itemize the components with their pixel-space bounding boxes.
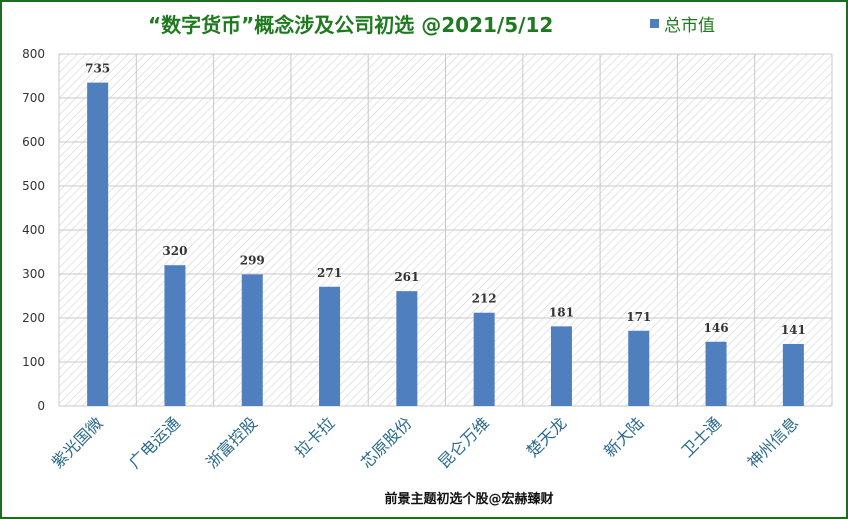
x-axis: 紫光国微 广电运通 浙富控股 拉卡拉 芯原股份 昆仑万维 楚天龙 新大陆 卫士通 神州信息	[48, 413, 802, 472]
data-label: 181	[549, 305, 574, 319]
chart-title: “数字货币”概念涉及公司初选 @2021/5/12	[148, 13, 553, 37]
y-tick-label: 200	[22, 311, 45, 325]
data-label: 141	[781, 323, 806, 337]
x-tick-label: 紫光国微	[48, 413, 107, 472]
data-label: 299	[240, 253, 265, 267]
y-tick-label: 800	[22, 47, 45, 61]
data-label: 146	[704, 321, 729, 335]
gridlines	[58, 53, 833, 407]
bar	[87, 82, 109, 406]
x-tick-label: 浙富控股	[202, 413, 261, 472]
data-label: 171	[626, 310, 651, 324]
bar	[473, 312, 495, 406]
bar	[319, 286, 341, 406]
legend-swatch	[650, 19, 659, 28]
bar	[628, 330, 650, 406]
bar	[550, 326, 572, 406]
x-tick-label: 拉卡拉	[291, 413, 338, 460]
y-tick-label: 300	[22, 267, 45, 281]
x-tick-label: 芯原股份	[357, 413, 416, 472]
data-label: 271	[317, 266, 342, 280]
x-tick-label: 神州信息	[743, 413, 802, 472]
y-tick-label: 600	[22, 135, 45, 149]
data-label: 735	[85, 62, 110, 76]
y-tick-label: 500	[22, 179, 45, 193]
y-tick-label: 400	[22, 223, 45, 237]
y-tick-label: 700	[22, 91, 45, 105]
x-tick-label: 昆仑万维	[434, 413, 493, 472]
bar	[241, 274, 263, 406]
bar	[782, 343, 804, 406]
data-label: 320	[162, 244, 187, 258]
y-axis: 0 100 200 300 400 500 600 700 800	[22, 47, 45, 413]
data-label: 212	[472, 292, 497, 306]
y-tick-label: 0	[37, 399, 45, 413]
x-tick-label: 新大陆	[600, 413, 647, 460]
data-label: 261	[394, 270, 419, 284]
bar	[164, 265, 186, 406]
legend: 总市值	[650, 16, 715, 36]
x-tick-label: 广电运通	[125, 413, 184, 472]
x-tick-label: 楚天龙	[523, 413, 570, 460]
bar	[396, 291, 418, 406]
bar	[705, 341, 727, 406]
y-tick-label: 100	[22, 355, 45, 369]
legend-label: 总市值	[664, 16, 715, 36]
source-note: 前景主题初选个股@宏赫臻财	[384, 491, 553, 507]
bars: 735 320 299 271 261 212 181 171 146 141	[85, 62, 806, 406]
x-tick-label: 卫士通	[677, 413, 724, 460]
